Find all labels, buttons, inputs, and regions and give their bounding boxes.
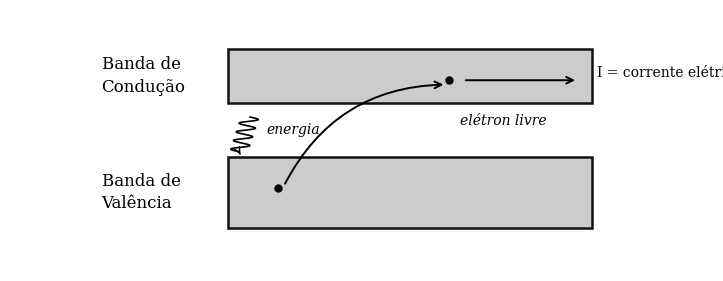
Text: energia: energia <box>267 123 320 137</box>
Text: elétron livre: elétron livre <box>461 114 547 128</box>
Text: Banda de
Condução: Banda de Condução <box>101 56 186 96</box>
Text: I = corrente elétrica: I = corrente elétrica <box>597 66 723 80</box>
Bar <box>228 157 592 228</box>
Text: Banda de
Valência: Banda de Valência <box>101 173 181 212</box>
Bar <box>228 49 592 103</box>
